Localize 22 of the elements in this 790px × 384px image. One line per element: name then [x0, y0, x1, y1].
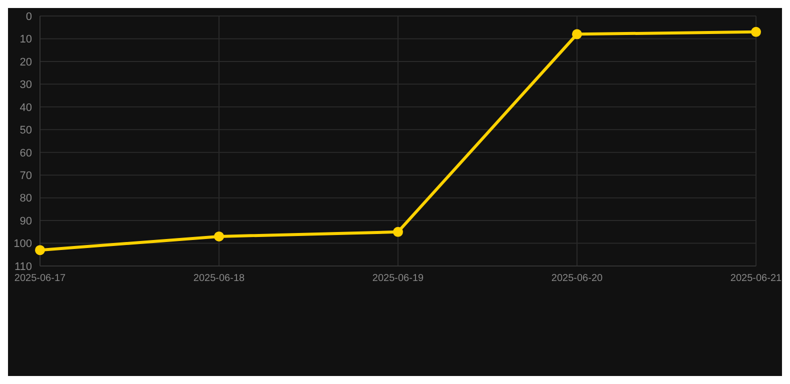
- y-tick-label: 110: [14, 260, 32, 273]
- y-tick-label: 0: [26, 10, 32, 23]
- y-tick-label: 50: [20, 124, 32, 137]
- y-tick-label: 90: [20, 215, 32, 228]
- y-tick-label: 40: [20, 102, 32, 114]
- point: [393, 226, 403, 237]
- x-tick-label: 2025-06-21: [730, 273, 782, 284]
- y-tick-label: 20: [20, 56, 32, 68]
- x-tick-label: 2025-06-18: [193, 273, 246, 284]
- x-tick-label: 2025-06-20: [551, 273, 604, 284]
- y-tick-label: 60: [20, 147, 32, 160]
- y-tick-label: 100: [14, 238, 32, 250]
- point: [35, 245, 45, 256]
- x-tick-label: 2025-06-19: [372, 273, 424, 284]
- y-tick-label: 80: [20, 192, 32, 205]
- x-tick-label: 2025-06-17: [14, 273, 66, 284]
- point: [572, 29, 582, 40]
- y-tick-label: 30: [20, 79, 32, 92]
- point: [214, 231, 224, 242]
- point: [751, 26, 761, 37]
- y-tick-label: 70: [20, 170, 32, 182]
- y-tick-label: 10: [20, 34, 32, 46]
